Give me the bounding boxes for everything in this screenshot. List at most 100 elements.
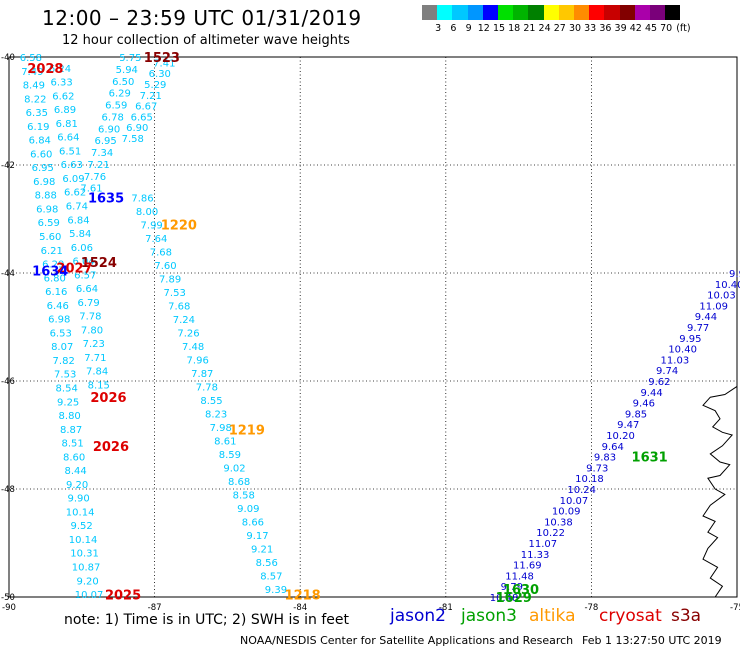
wave-height-value: 6.19 xyxy=(27,122,49,133)
color-scale-label: 15 xyxy=(492,23,506,34)
wave-height-value: 10.14 xyxy=(69,535,98,546)
wave-height-value: 10.20 xyxy=(606,431,635,442)
wave-height-value: 7.87 xyxy=(191,369,213,380)
wave-height-value: 9.77 xyxy=(687,323,709,334)
wave-height-value: 6.65 xyxy=(131,112,153,123)
color-scale-unit: (ft) xyxy=(676,23,691,34)
color-scale-label: 45 xyxy=(644,23,658,34)
wave-height-value: 6.04 xyxy=(72,257,94,268)
pass-time-label: 1523 xyxy=(144,51,180,66)
wave-height-value: 7.21 xyxy=(87,160,109,171)
wave-height-value: 10.03 xyxy=(707,291,736,302)
wave-height-value: 7.49 xyxy=(21,67,43,78)
x-tick-label: -78 xyxy=(584,603,598,613)
color-scale-swatch xyxy=(452,5,468,20)
y-tick-label: -44 xyxy=(1,269,15,279)
color-scale-swatch xyxy=(437,5,453,20)
wave-height-value: 7.80 xyxy=(81,325,103,336)
wave-height-value: 5.84 xyxy=(69,229,91,240)
color-scale-swatch xyxy=(513,5,529,20)
color-scale-label: 6 xyxy=(450,23,457,34)
y-tick-label: -50 xyxy=(1,593,15,603)
color-scale-label: 30 xyxy=(568,23,582,34)
pass-time-label: 2026 xyxy=(90,391,126,406)
wave-height-value: 7.71 xyxy=(84,353,106,364)
wave-height-value: 6.98 xyxy=(48,315,70,326)
wave-height-value: 9.52 xyxy=(70,521,92,532)
wave-height-value: 9.85 xyxy=(625,409,647,420)
wave-height-value: 6.74 xyxy=(66,202,88,213)
wave-height-value: 10.14 xyxy=(66,507,95,518)
color-scale-label: 3 xyxy=(435,23,442,34)
wave-height-value: 5.94 xyxy=(116,65,138,76)
wave-height-value: 6.62 xyxy=(52,91,74,102)
pass-time-label: 1524 xyxy=(81,256,117,271)
wave-height-value: 6.29 xyxy=(42,260,64,271)
color-scale-swatch xyxy=(498,5,514,20)
wave-height-value: 7.53 xyxy=(164,288,186,299)
wave-height-value: 9.83 xyxy=(594,453,616,464)
wave-height-value: 9.79 xyxy=(501,582,523,593)
wave-height-value: 9.25 xyxy=(57,397,79,408)
wave-height-value: 11.09 xyxy=(699,301,728,312)
wave-height-value: 6.16 xyxy=(45,287,67,298)
pass-time-label: 1629 xyxy=(496,591,532,606)
pass-time-label: 1219 xyxy=(229,424,265,439)
wave-height-value: 6.98 xyxy=(36,204,58,215)
color-scale-label: 70 xyxy=(660,23,673,34)
wave-height-value: 7.96 xyxy=(187,355,209,366)
wave-height-value: 10.07 xyxy=(75,590,104,601)
wave-height-value: 8.57 xyxy=(260,571,282,582)
pass-time-label: 1631 xyxy=(632,451,668,466)
wave-height-value: 6.90 xyxy=(98,124,120,135)
wave-height-value: 8.80 xyxy=(59,411,81,422)
wave-height-value: 11.48 xyxy=(505,571,534,582)
wave-height-value: 9.44 xyxy=(695,312,717,323)
color-scale-swatch xyxy=(604,5,620,20)
wave-height-value: 9.17 xyxy=(246,531,268,542)
x-tick-label: -87 xyxy=(148,603,162,613)
wave-height-value: 6.64 xyxy=(57,133,79,144)
wave-height-value: 11.03 xyxy=(661,355,690,366)
wave-height-value: 7.86 xyxy=(131,193,153,204)
wave-height-value: 9.73 xyxy=(586,463,608,474)
wave-height-value: 9.46 xyxy=(633,399,655,410)
legend-jason2: jason2 xyxy=(390,606,446,626)
wave-height-value: 8.87 xyxy=(60,425,82,436)
color-scale-label: 21 xyxy=(523,23,536,34)
wave-height-value: 10.40 xyxy=(668,345,697,356)
wave-height-value: 6.81 xyxy=(56,119,78,130)
wave-height-value: 8.55 xyxy=(200,396,222,407)
color-scale-label: 12 xyxy=(477,23,490,34)
wave-height-value: 10.40 xyxy=(715,280,740,291)
wave-height-value: 8.15 xyxy=(88,381,110,392)
wave-height-value: 11.33 xyxy=(521,550,550,561)
wave-height-value: 8.56 xyxy=(256,558,278,569)
wave-height-value: 6.89 xyxy=(54,105,76,116)
wave-height-value: 11.07 xyxy=(529,539,558,550)
wave-height-value: 6.79 xyxy=(78,298,100,309)
wave-height-value: 9.47 xyxy=(617,420,639,431)
wave-height-value: 6.90 xyxy=(126,123,148,134)
wave-height-value: 5.75 xyxy=(119,53,141,64)
x-tick-label: -75 xyxy=(730,603,740,613)
wave-height-value: 7.48 xyxy=(182,342,204,353)
wave-height-value: 7.23 xyxy=(83,339,105,350)
wave-height-value: 7.61 xyxy=(80,184,102,195)
color-scale-swatch xyxy=(589,5,605,20)
wave-height-value: 9.9 xyxy=(729,269,740,280)
wave-height-value: 9.21 xyxy=(251,544,273,555)
color-scale-swatch xyxy=(634,5,650,20)
pass-time-label: 2028 xyxy=(27,62,63,77)
wave-height-value: 6.50 xyxy=(112,77,134,88)
color-scale-label: 24 xyxy=(538,23,551,34)
wave-height-value: 7.58 xyxy=(122,134,144,145)
wave-height-value: 7.41 xyxy=(153,58,175,69)
wave-height-value: 8.58 xyxy=(233,490,255,501)
wave-height-value: 6.60 xyxy=(30,149,52,160)
legend-altika: altika xyxy=(529,606,576,626)
color-scale-label: 36 xyxy=(599,23,612,34)
pass-time-label: 1635 xyxy=(88,191,124,206)
pass-time-label: 2026 xyxy=(93,440,129,455)
wave-height-value: 6.78 xyxy=(102,112,124,123)
